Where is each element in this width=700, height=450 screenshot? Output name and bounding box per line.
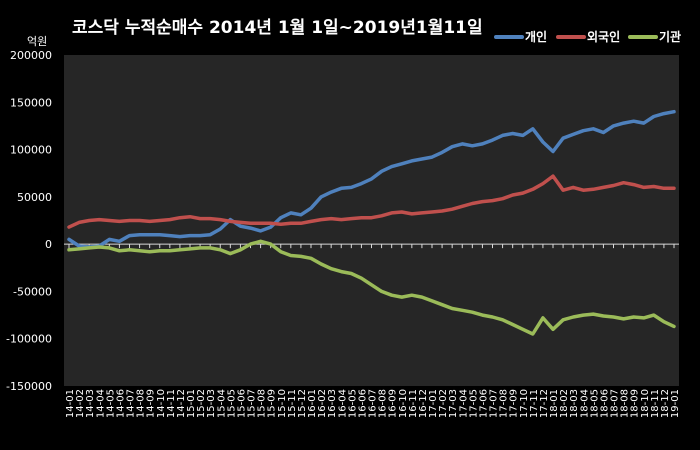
x-tick-label: 16-07 [368, 389, 379, 418]
x-tick-label: 15-07 [247, 389, 258, 418]
x-tick-label: 17-05 [468, 389, 479, 418]
x-tick-label: 15-05 [226, 389, 237, 418]
x-tick-label: 15-12 [297, 389, 308, 418]
x-tick-label: 14-06 [115, 389, 126, 418]
y-tick-label: 200000 [10, 49, 52, 62]
y-tick-label: 100000 [10, 144, 52, 157]
x-tick-label: 17-12 [539, 389, 550, 418]
x-tick-label: 15-10 [277, 389, 288, 418]
x-tick-label: 18-10 [640, 389, 651, 418]
x-tick-label: 14-01 [65, 389, 76, 418]
x-tick-label: 16-02 [317, 389, 328, 418]
x-tick-label: 16-03 [327, 389, 338, 418]
series-line-0 [67, 109, 676, 249]
y-tick-label: -100000 [6, 333, 52, 346]
x-tick-label: 14-04 [95, 389, 106, 418]
x-tick-label: 17-11 [529, 389, 540, 418]
x-tick-label: 17-01 [428, 389, 439, 418]
x-tick-label: 18-09 [630, 389, 641, 418]
x-tick-label: 16-06 [357, 389, 368, 418]
x-tick-label: 15-08 [257, 389, 268, 418]
x-tick-label: 18-03 [569, 389, 580, 418]
x-tick-label: 15-04 [216, 389, 227, 418]
x-tick-label: 18-02 [559, 389, 570, 418]
x-tick-label: 18-04 [579, 389, 590, 418]
x-tick-label: 15-09 [267, 389, 278, 418]
x-tick-label: 16-04 [337, 389, 348, 418]
x-tick-label: 16-09 [388, 389, 399, 418]
x-tick-label: 18-07 [610, 389, 621, 418]
y-tick-label: 0 [45, 238, 52, 251]
x-tick-label: 17-09 [509, 389, 520, 418]
x-tick-label: 16-10 [398, 389, 409, 418]
x-tick-label: 17-04 [458, 389, 469, 418]
y-tick-label: 150000 [10, 96, 52, 109]
y-tick-label: -50000 [13, 285, 52, 298]
x-tick-label: 18-01 [549, 389, 560, 418]
x-tick-label: 19-01 [670, 389, 681, 418]
x-tick-label: 17-07 [489, 389, 500, 418]
x-tick-label: 16-12 [418, 389, 429, 418]
x-tick-label: 14-03 [85, 389, 96, 418]
series-line-1 [67, 174, 676, 229]
x-tick-label: 17-10 [519, 389, 530, 418]
x-tick-label: 18-12 [660, 389, 671, 418]
x-tick-label: 16-11 [408, 389, 419, 418]
x-tick-label: 18-06 [599, 389, 610, 418]
x-tick-label: 18-05 [589, 389, 600, 418]
y-tick-label: -150000 [6, 380, 52, 393]
legend-label-1: 외국인 [587, 29, 620, 44]
x-tick-label: 17-02 [438, 389, 449, 418]
x-tick-label: 14-07 [126, 389, 137, 418]
x-tick-label: 16-05 [347, 389, 358, 418]
x-tick-label: 17-03 [448, 389, 459, 418]
legend-label-0: 개인 [525, 29, 547, 44]
legend-label-2: 기관 [659, 29, 681, 44]
x-tick-label: 14-09 [146, 389, 157, 418]
x-tick-label: 17-06 [478, 389, 489, 418]
x-tick-label: 14-08 [136, 389, 147, 418]
x-tick-label: 15-02 [196, 389, 207, 418]
chart-title: 코스닥 누적순매수 2014년 1월 1일~2019년1월11일 [72, 18, 483, 38]
x-tick-label: 14-02 [75, 389, 86, 418]
x-tick-label: 15-06 [236, 389, 247, 418]
x-tick-label: 18-08 [620, 389, 631, 418]
x-tick-label: 17-08 [499, 389, 510, 418]
series-line-2 [67, 239, 676, 336]
x-tick-label: 15-01 [186, 389, 197, 418]
x-tick-label: 14-12 [176, 389, 187, 418]
x-tick-label: 15-11 [287, 389, 298, 418]
x-tick-label: 16-08 [378, 389, 389, 418]
x-tick-label: 14-05 [105, 389, 116, 418]
x-tick-label: 14-10 [156, 389, 167, 418]
x-tick-label: 15-03 [206, 389, 217, 418]
x-tick-label: 16-01 [307, 389, 318, 418]
y-axis-unit-label: 억원 [27, 35, 48, 48]
x-tick-label: 18-11 [650, 389, 661, 418]
x-tick-label: 14-11 [166, 389, 177, 418]
y-tick-label: 50000 [17, 191, 52, 204]
